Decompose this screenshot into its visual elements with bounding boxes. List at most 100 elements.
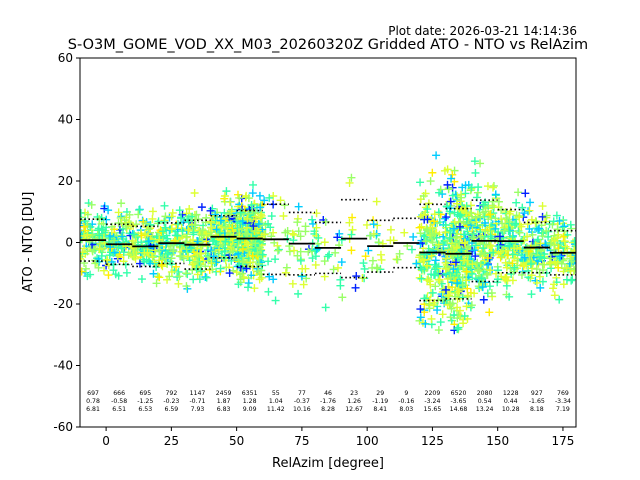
data-point [430,217,439,226]
data-point [520,209,529,218]
bin-mean-label: 0.44 [504,398,518,405]
data-point [345,218,354,227]
data-point [456,262,465,271]
bin-mean-label: 0.78 [86,398,100,405]
data-point [514,188,523,197]
data-point [195,275,204,284]
data-point [548,252,557,261]
data-point [415,316,424,325]
data-point [143,237,152,246]
data-point [417,222,426,231]
y-tick-label: 0 [65,236,73,250]
data-point [279,211,288,220]
data-point [433,306,442,315]
bin-std-label: 13.24 [476,406,494,413]
data-point [409,232,418,241]
data-point [445,234,454,243]
data-point [508,232,517,241]
data-point [302,274,311,283]
data-point [177,214,186,223]
data-point [491,190,500,199]
data-point [461,189,470,198]
bin-mean-label: 1.04 [269,398,283,405]
data-point [546,239,555,248]
data-point [415,273,424,282]
data-point [472,218,481,227]
data-point [489,181,498,190]
bin-mean-label: -1.76 [320,398,336,405]
data-point [131,232,140,241]
bin-count-label: 6520 [451,390,467,397]
data-point [314,233,323,242]
data-point [532,217,541,226]
data-point [518,267,527,276]
data-point [421,237,430,246]
data-point [470,289,479,298]
data-point [352,272,361,281]
x-tick-label: 0 [102,434,110,448]
x-axis-label: RelAzim [degree] [272,456,384,471]
data-point [505,217,514,226]
data-point [523,232,532,241]
data-point [283,226,292,235]
data-point [247,233,256,242]
data-point [164,249,173,258]
data-point [495,232,504,241]
data-point [473,258,482,267]
data-point [447,174,456,183]
data-point [497,215,506,224]
data-point [220,192,229,201]
data-point [345,178,354,187]
data-point [429,300,438,309]
data-point [431,256,440,265]
data-point [103,255,112,264]
data-point [256,213,265,222]
data-point [476,213,485,222]
data-point [154,217,163,226]
data-point [225,269,234,278]
data-point [526,260,535,269]
data-point [290,230,299,239]
data-point [135,205,144,214]
data-point [450,217,459,226]
bin-std-label: 14.68 [450,406,468,413]
data-point [440,214,449,223]
data-point [193,249,202,258]
data-point [486,242,495,251]
data-point [470,157,479,166]
data-point [247,200,256,209]
data-point [422,294,431,303]
data-point [523,248,532,257]
data-point [508,259,517,268]
y-tick-label: 60 [58,51,73,65]
data-point [457,205,466,214]
bin-statistics: 6970.786.81666-0.586.51695-1.256.53792-0… [80,198,576,413]
bin-count-label: 2209 [425,390,441,397]
data-point [207,259,216,268]
bin-count-label: 927 [531,390,543,397]
data-point [434,240,443,249]
data-point [554,263,563,272]
data-point [441,228,450,237]
data-point [221,237,230,246]
bin-std-label: 8.18 [530,406,544,413]
data-point [510,263,519,272]
data-point [360,264,369,273]
bin-count-label: 2080 [477,390,493,397]
data-point [313,244,322,253]
data-point [246,258,255,267]
data-point [434,326,443,335]
data-point [416,229,425,238]
data-point [134,210,143,219]
data-point [450,166,459,175]
data-point [85,237,94,246]
data-point [105,233,114,242]
data-point [361,252,370,261]
data-point [260,230,269,239]
data-point [255,243,264,252]
data-point [476,250,485,259]
data-point [566,220,575,229]
data-point [407,245,416,254]
data-point [114,271,123,280]
data-point [293,218,302,227]
